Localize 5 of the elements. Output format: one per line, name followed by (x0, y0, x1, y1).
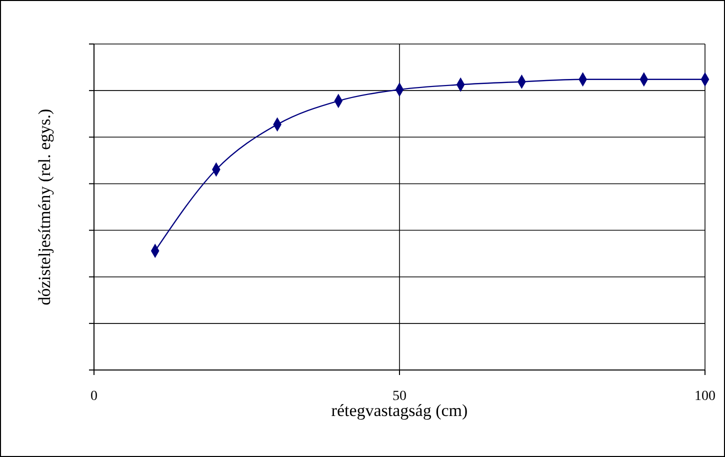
y-axis-title: dózisteljesítmény (rel. egys.) (35, 108, 54, 306)
x-tick-label: 50 (392, 389, 406, 404)
x-tick-label: 100 (694, 389, 716, 404)
x-tick-label: 0 (90, 389, 98, 404)
x-axis-title: rétegvastagság (cm) (331, 401, 468, 420)
